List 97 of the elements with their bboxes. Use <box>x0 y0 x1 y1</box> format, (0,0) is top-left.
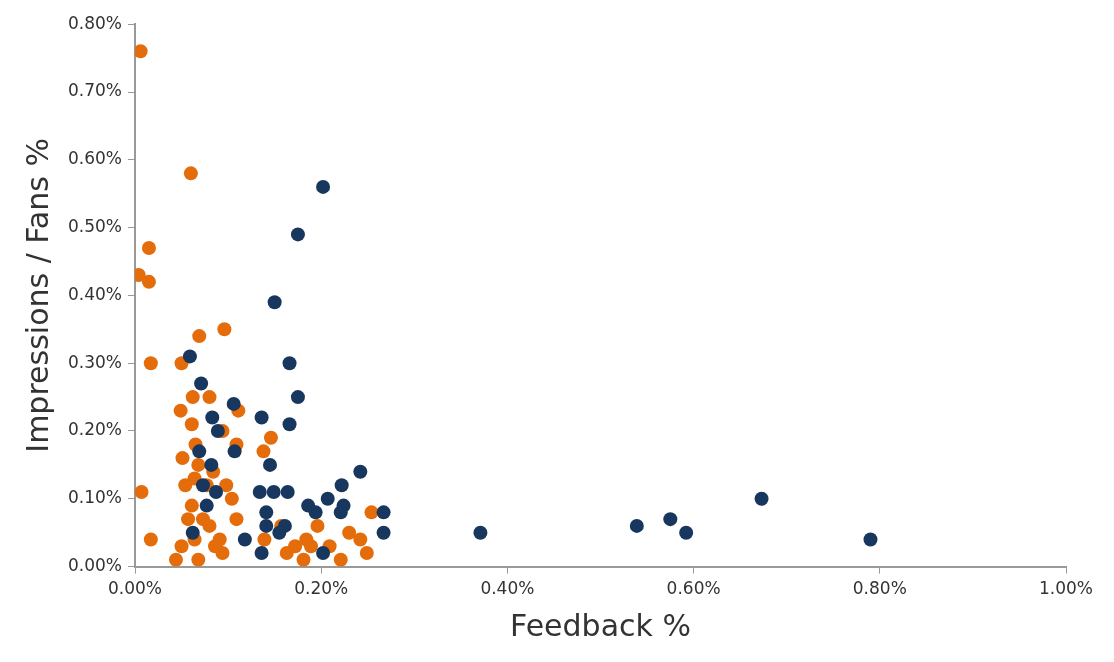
point <box>182 349 197 364</box>
point <box>254 546 269 561</box>
point <box>204 457 219 472</box>
x-tick-label: 0.20% <box>294 578 349 599</box>
point <box>173 403 188 418</box>
point <box>254 410 269 425</box>
point <box>191 552 206 567</box>
point <box>194 376 209 391</box>
point <box>316 546 331 561</box>
point <box>174 539 189 554</box>
point <box>168 552 183 567</box>
point <box>282 356 297 371</box>
point <box>272 525 287 540</box>
point <box>135 485 149 500</box>
point <box>209 485 223 500</box>
point <box>259 518 274 533</box>
point <box>353 464 368 479</box>
point <box>310 518 325 533</box>
point <box>202 390 217 405</box>
point <box>290 227 305 242</box>
point <box>364 505 379 520</box>
point <box>280 485 295 500</box>
point <box>316 179 331 194</box>
point <box>308 505 323 520</box>
point <box>473 525 488 540</box>
point <box>629 518 644 533</box>
point <box>219 478 234 493</box>
x-tick-label: 0.60% <box>666 578 721 599</box>
point <box>192 444 207 459</box>
point <box>199 498 214 513</box>
y-tick-label: 0.40% <box>67 283 122 304</box>
point <box>282 417 297 432</box>
point <box>175 451 190 466</box>
point <box>290 390 305 405</box>
x-tick-label: 0.40% <box>480 578 535 599</box>
x-tick-label: 0.00% <box>108 578 163 599</box>
point <box>217 322 232 337</box>
point <box>191 457 206 472</box>
point <box>320 491 335 506</box>
point <box>263 457 277 472</box>
y-tick-label: 0.20% <box>67 419 122 440</box>
y-axis-title: Impressions / Fans % <box>19 138 55 453</box>
point <box>334 478 349 493</box>
y-tick-label: 0.80% <box>67 12 122 33</box>
point <box>252 485 267 500</box>
point <box>184 417 199 432</box>
point <box>359 546 374 561</box>
point <box>195 478 210 493</box>
point <box>192 329 207 344</box>
point <box>342 525 357 540</box>
point <box>184 498 199 513</box>
point <box>205 410 220 425</box>
point <box>141 274 156 289</box>
point <box>259 505 274 520</box>
point <box>224 491 239 506</box>
x-tick-label: 0.80% <box>852 578 907 599</box>
point <box>663 512 678 527</box>
point <box>353 532 368 547</box>
y-tick-label: 0.50% <box>67 216 122 237</box>
point <box>229 512 244 527</box>
point <box>333 505 348 520</box>
x-tick-label: 1.00% <box>1038 578 1094 599</box>
point <box>376 505 391 520</box>
point <box>212 532 227 547</box>
point <box>237 532 252 547</box>
point <box>257 532 272 547</box>
y-tick-label: 0.00% <box>67 555 122 576</box>
point <box>226 396 241 411</box>
point <box>227 444 242 459</box>
point <box>210 424 225 438</box>
y-tick-label: 0.70% <box>67 80 122 101</box>
point <box>135 44 148 59</box>
y-tick-label: 0.30% <box>67 351 122 372</box>
point <box>141 240 156 255</box>
point <box>178 478 193 493</box>
point <box>267 295 282 310</box>
point <box>181 512 196 527</box>
point <box>303 539 318 554</box>
point <box>185 390 200 405</box>
x-axis-title: Feedback % <box>510 607 691 643</box>
point <box>333 552 348 567</box>
point <box>256 444 271 459</box>
y-tick-label: 0.10% <box>67 487 122 508</box>
point <box>754 491 769 506</box>
y-tick-label: 0.60% <box>67 148 122 169</box>
point <box>279 546 294 561</box>
point <box>679 525 694 540</box>
point <box>183 166 198 181</box>
point <box>143 532 158 547</box>
point <box>863 532 878 547</box>
point <box>376 525 391 540</box>
point <box>143 356 158 371</box>
point <box>263 430 278 445</box>
point <box>185 525 200 540</box>
point <box>195 512 210 527</box>
point <box>266 485 281 500</box>
point <box>296 552 311 567</box>
